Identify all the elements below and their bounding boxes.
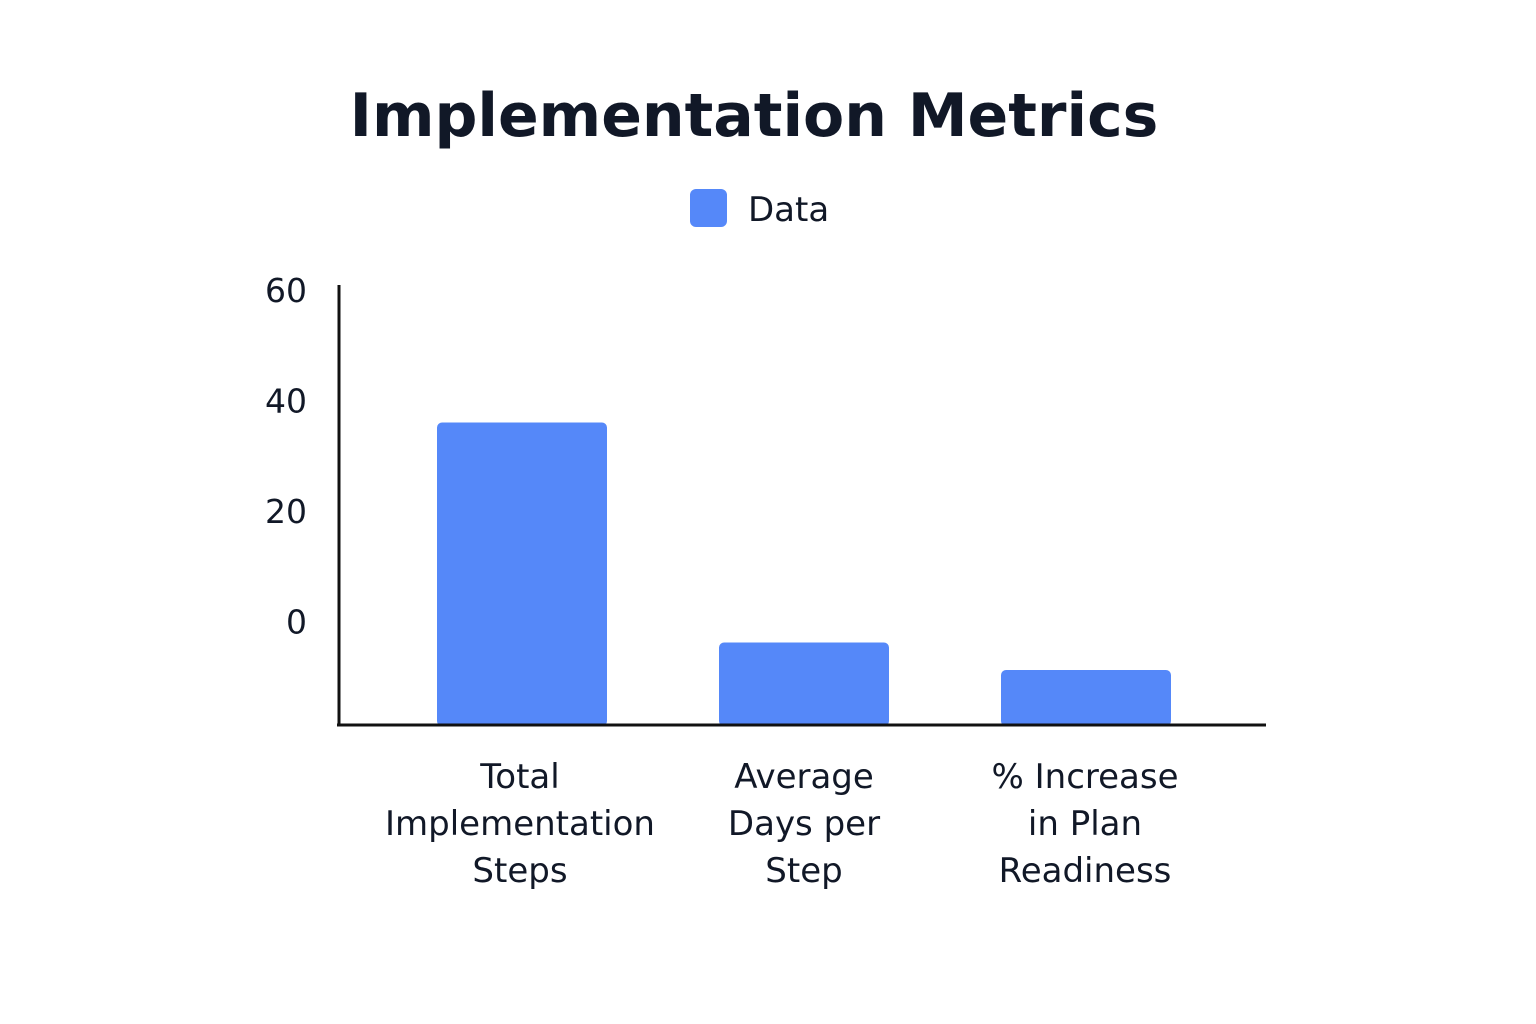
category-label-line: Total	[479, 757, 559, 797]
category-label-line: Steps	[472, 851, 567, 891]
category-label-line: in Plan	[1028, 804, 1142, 844]
y-tick-label: 20	[265, 492, 307, 531]
y-axis-ticks: 60 40 20 0	[265, 271, 307, 642]
chart-title: Implementation Metrics	[350, 81, 1159, 151]
legend: Data	[690, 189, 829, 230]
category-label-2: Average Days per Step	[728, 757, 880, 891]
category-label-line: % Increase	[992, 757, 1179, 797]
bars	[437, 422, 1171, 726]
category-label-line: Days per	[728, 804, 880, 844]
category-label-line: Average	[734, 757, 874, 797]
category-label-line: Step	[765, 851, 842, 891]
bar-2	[719, 642, 889, 726]
category-label-3: % Increase in Plan Readiness	[992, 757, 1179, 891]
category-label-1: Total Implementation Steps	[385, 757, 655, 891]
y-tick-label: 0	[286, 603, 307, 642]
legend-label-data: Data	[748, 190, 829, 230]
bar-3	[1001, 670, 1171, 726]
bar-1	[437, 422, 607, 726]
legend-swatch-data	[690, 189, 727, 227]
x-axis-labels: Total Implementation Steps Average Days per S…	[385, 757, 1178, 891]
y-tick-label: 60	[265, 271, 307, 310]
category-label-line: Readiness	[999, 851, 1172, 891]
category-label-line: Implementation	[385, 804, 655, 844]
y-tick-label: 40	[265, 382, 307, 421]
